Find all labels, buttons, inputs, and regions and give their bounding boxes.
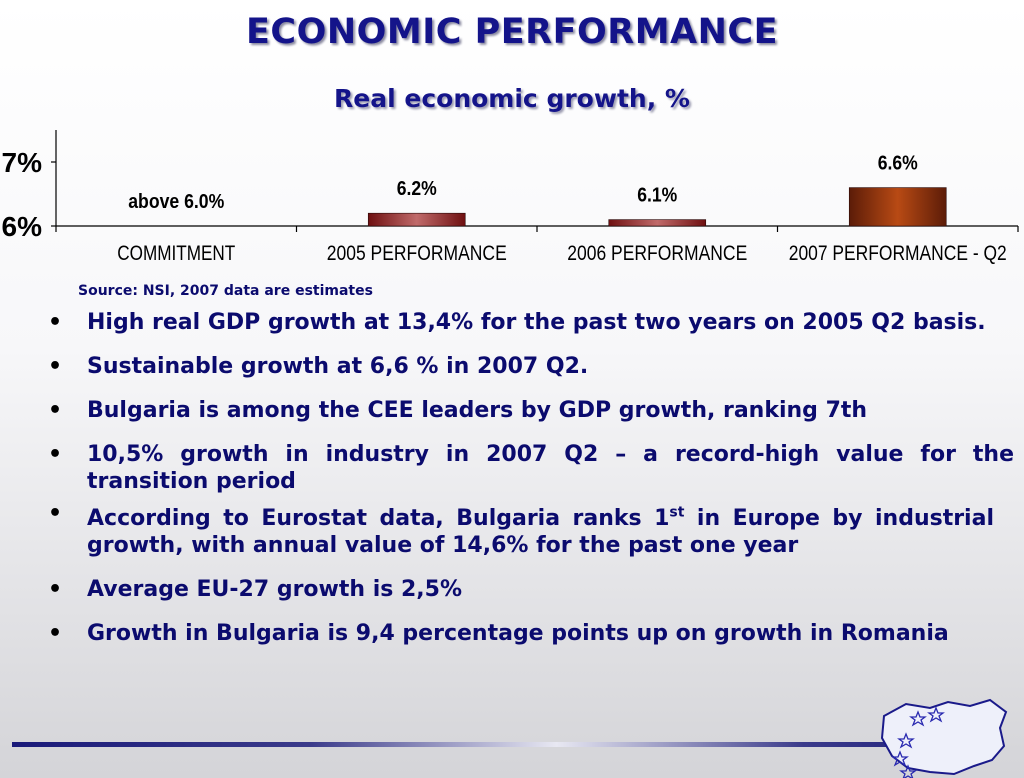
bar	[608, 219, 707, 227]
bullet-item: • High real GDP growth at 13,4% for the p…	[48, 309, 1014, 336]
source-note: Source: NSI, 2007 data are estimates	[78, 283, 373, 299]
category-label: 2006 PERFORMANCE	[567, 242, 747, 265]
bullet-item: • Bulgaria is among the CEE leaders by GD…	[48, 397, 1014, 424]
bullet-dot: •	[48, 398, 63, 423]
bar	[367, 212, 466, 227]
slide-title: ECONOMIC PERFORMANCE	[245, 12, 779, 52]
footer-divider	[12, 742, 1002, 747]
chart-subtitle: Real economic growth, %	[334, 84, 690, 113]
chart-bars	[367, 187, 947, 227]
chart-labels: 6% 7% above 6.0% COMMITMENT 6.2% 2005 PERFORM…	[2, 147, 1007, 265]
bullet-dot: •	[48, 621, 63, 647]
bullet-dot: •	[48, 501, 63, 526]
bullet-item: • Sustainable growth at 6,6 % in 2007 Q2.	[48, 353, 1014, 380]
bullet-text: High real GDP growth at 13,4% for the pa…	[87, 310, 986, 335]
y-tick-label: 6%	[2, 211, 43, 242]
data-label: 6.2%	[397, 178, 437, 200]
bullet-item: • According to Eurostat data, Bulgaria ra…	[48, 500, 994, 559]
category-label: COMMITMENT	[117, 242, 235, 265]
bar	[848, 187, 947, 227]
data-label: above 6.0%	[128, 191, 224, 213]
data-label: 6.1%	[637, 185, 677, 207]
bulgaria-map-icon	[880, 698, 1008, 778]
bullet-text: Growth in Bulgaria is 9,4 percentage poi…	[87, 621, 949, 647]
y-tick-label: 7%	[2, 147, 43, 178]
ordinal-superscript: st	[669, 505, 685, 521]
bullet-text: Sustainable growth at 6,6 % in 2007 Q2.	[87, 354, 589, 379]
eu-star-icon	[891, 706, 945, 778]
bullet-text: Bulgaria is among the CEE leaders by GDP…	[87, 398, 868, 423]
bullet-dot: •	[48, 577, 63, 603]
bullet-text: Average EU-27 growth is 2,5%	[87, 577, 463, 603]
bullet-dot: •	[48, 442, 63, 467]
bullet-text: 10,5% growth in industry in 2007 Q2 – a …	[87, 442, 1014, 494]
bullet-text: According to Eurostat data, Bulgaria ran…	[87, 505, 994, 559]
category-label: 2007 PERFORMANCE - Q2	[789, 242, 1007, 265]
bullet-item: • Average EU-27 growth is 2,5%	[48, 576, 1014, 603]
bullet-item: • Growth in Bulgaria is 9,4 percentage po…	[48, 620, 994, 647]
bullet-dot: •	[48, 354, 63, 379]
growth-bar-chart: 6% 7% above 6.0% COMMITMENT 6.2% 2005 PERFORM…	[2, 130, 1019, 265]
bullet-list: • High real GDP growth at 13,4% for the p…	[48, 309, 1014, 647]
data-label: 6.6%	[878, 153, 918, 175]
category-label: 2005 PERFORMANCE	[327, 242, 507, 265]
bullet-dot: •	[48, 310, 63, 335]
bullet-item: • 10,5% growth in industry in 2007 Q2 – a…	[48, 441, 1014, 495]
